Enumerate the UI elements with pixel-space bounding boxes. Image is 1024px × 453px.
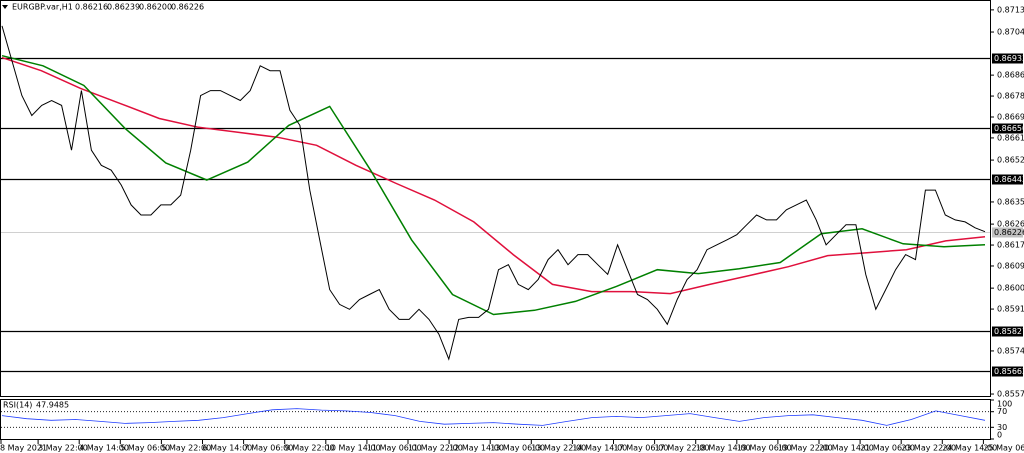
level-label-box bbox=[992, 326, 1023, 337]
x-tick-label: 20 May 14:00 bbox=[819, 444, 874, 453]
level-label: 0.86443 bbox=[994, 175, 1024, 184]
x-tick-label: 24 May 14:00 bbox=[942, 444, 997, 453]
x-tick-label: 8 May 2021 bbox=[0, 444, 47, 453]
ohlc-value: 0.86216 bbox=[75, 3, 108, 12]
level-label-box bbox=[992, 53, 1023, 64]
x-tick-label: 12 May 14:00 bbox=[449, 444, 504, 453]
y-tick-label: 0.86175 bbox=[997, 241, 1024, 250]
x-tick-label: 11 May 06:00 bbox=[367, 444, 422, 453]
y-tick-label: 0.85915 bbox=[997, 305, 1024, 314]
current-price-box bbox=[992, 227, 1023, 238]
level-label-box bbox=[992, 123, 1023, 134]
ma-slow-line bbox=[1, 56, 986, 295]
level-label-box bbox=[992, 174, 1023, 185]
main-panel-border bbox=[0, 0, 991, 397]
x-tick-label: 18 May 14:00 bbox=[696, 444, 751, 453]
x-tick-label: 3 May 22:00 bbox=[38, 444, 88, 453]
x-tick-label: 10 May 14:00 bbox=[326, 444, 381, 453]
level-label: 0.86933 bbox=[994, 54, 1024, 63]
menu-arrow bbox=[2, 5, 8, 9]
y-tick-label: 0.85745 bbox=[997, 346, 1024, 355]
x-tick-label: 7 May 06:00 bbox=[244, 444, 294, 453]
level-label: 0.85827 bbox=[994, 327, 1024, 336]
symbol: EURGBP.var,H1 bbox=[12, 3, 73, 12]
y-tick-label: 0.86865 bbox=[997, 71, 1024, 80]
x-tick-label: 5 May 22:00 bbox=[161, 444, 211, 453]
x-tick-label: 13 May 06:00 bbox=[490, 444, 545, 453]
rsi-tick-label: 70 bbox=[997, 407, 1007, 416]
rsi-tick-label: 100 bbox=[997, 400, 1012, 409]
y-tick-label: 0.86695 bbox=[997, 112, 1024, 121]
x-tick-label: 13 May 22:00 bbox=[531, 444, 586, 453]
level-label: 0.85662 bbox=[994, 367, 1024, 376]
x-tick-label: 11 May 22:00 bbox=[408, 444, 463, 453]
rsi-line bbox=[1, 408, 986, 426]
x-tick-label: 25 May 06:00 bbox=[983, 444, 1024, 453]
level-label-box bbox=[992, 366, 1023, 377]
current-price-label: 0.86226 bbox=[994, 228, 1024, 237]
x-tick-label: 14 May 14:00 bbox=[572, 444, 627, 453]
rsi-tick-label: 30 bbox=[997, 423, 1007, 432]
rsi-current: 47.9485 bbox=[36, 401, 69, 410]
rsi-tick-label: 0 bbox=[997, 431, 1002, 440]
ohlc-value: 0.86239 bbox=[107, 3, 140, 12]
x-tick-label: 23 May 22:00 bbox=[901, 444, 956, 453]
x-tick-label: 9 May 22:00 bbox=[285, 444, 335, 453]
level-label: 0.86650 bbox=[994, 124, 1024, 133]
x-tick-label: 4 May 14:00 bbox=[79, 444, 129, 453]
x-tick-label: 17 May 22:00 bbox=[655, 444, 710, 453]
x-tick-label: 6 May 14:00 bbox=[203, 444, 253, 453]
ohlc-value: 0.86200 bbox=[139, 3, 172, 12]
ohlc-value: 0.86226 bbox=[171, 3, 204, 12]
x-tick-label: 5 May 06:00 bbox=[120, 444, 170, 453]
price-line bbox=[1, 25, 986, 361]
x-tick-label: 19 May 06:00 bbox=[737, 444, 792, 453]
rsi-name: RSI(14) bbox=[3, 401, 32, 410]
rsi-panel-border bbox=[0, 399, 991, 440]
x-tick-label: 21 May 06:00 bbox=[860, 444, 915, 453]
x-tick-label: 17 May 06:00 bbox=[614, 444, 669, 453]
x-tick-label: 19 May 22:00 bbox=[778, 444, 833, 453]
